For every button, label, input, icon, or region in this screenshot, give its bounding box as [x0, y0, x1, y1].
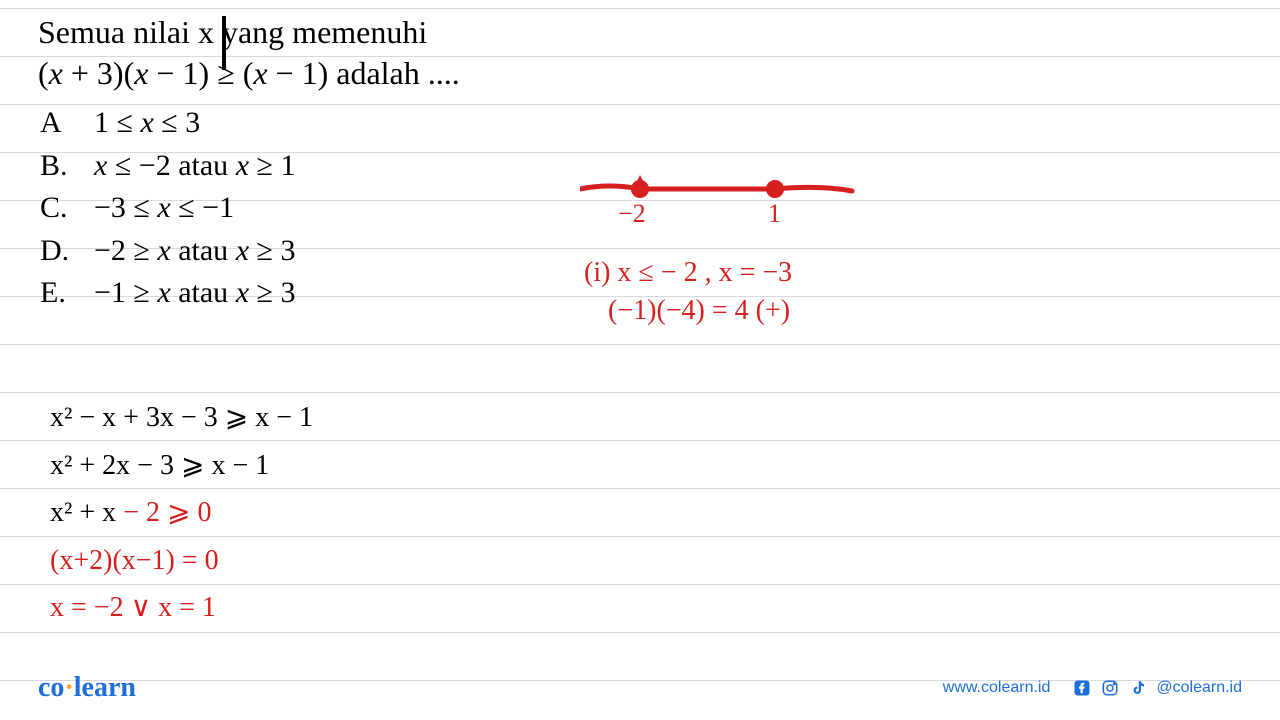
working-red-1: (x+2)(x−1) = 0 — [50, 537, 313, 585]
footer-right: www.colearn.id @colearn.id — [943, 678, 1242, 698]
footer-url: www.colearn.id — [943, 679, 1051, 697]
working-red-2: x = −2 ∨ x = 1 — [50, 584, 313, 632]
option-B-label: B. — [40, 145, 94, 188]
question-line1: Semua nilai x yang memenuhi — [38, 14, 1242, 51]
question-line2: (x + 3)(x − 1) ≥ (x − 1) adalah .... — [38, 55, 1242, 92]
footer-handle: @colearn.id — [1156, 679, 1242, 697]
right-working-area: −2 1 (i) x ≤ − 2 , x = −3 (−1)(−4) = 4 (… — [580, 175, 860, 327]
facebook-icon — [1072, 678, 1092, 698]
brand-learn: learn — [74, 672, 136, 703]
social-icons: @colearn.id — [1072, 678, 1242, 698]
numberline-label-1: −2 — [618, 199, 646, 229]
option-A: A1 ≤ x ≤ 3 — [40, 102, 1242, 145]
instagram-icon — [1100, 678, 1120, 698]
text-cursor — [222, 16, 226, 70]
numberline-label-2: 1 — [768, 199, 781, 229]
option-C-label: C. — [40, 187, 94, 230]
q-suffix: adalah .... — [336, 55, 460, 91]
right-work-line1: (i) x ≤ − 2 , x = −3 — [584, 257, 860, 289]
tiktok-icon — [1128, 678, 1148, 698]
option-A-label: A — [40, 102, 94, 145]
working-black-1: x² − x + 3x − 3 ⩾ x − 1 — [50, 394, 313, 442]
option-D-label: D. — [40, 230, 94, 273]
right-work-line2: (−1)(−4) = 4 (+) — [608, 295, 860, 327]
brand-logo: co·learn — [38, 672, 136, 704]
working-area: x² − x + 3x − 3 ⩾ x − 1 x² + 2x − 3 ⩾ x … — [50, 394, 313, 632]
working-black-2: x² + 2x − 3 ⩾ x − 1 — [50, 442, 313, 490]
footer: co·learn www.colearn.id @colearn.id — [0, 672, 1280, 704]
number-line: −2 1 — [580, 175, 860, 235]
option-E-label: E. — [40, 272, 94, 315]
brand-dot-icon: · — [64, 672, 73, 703]
brand-co: co — [38, 672, 64, 703]
working-black-3: x² + x − 2 ⩾ 0 — [50, 489, 313, 537]
